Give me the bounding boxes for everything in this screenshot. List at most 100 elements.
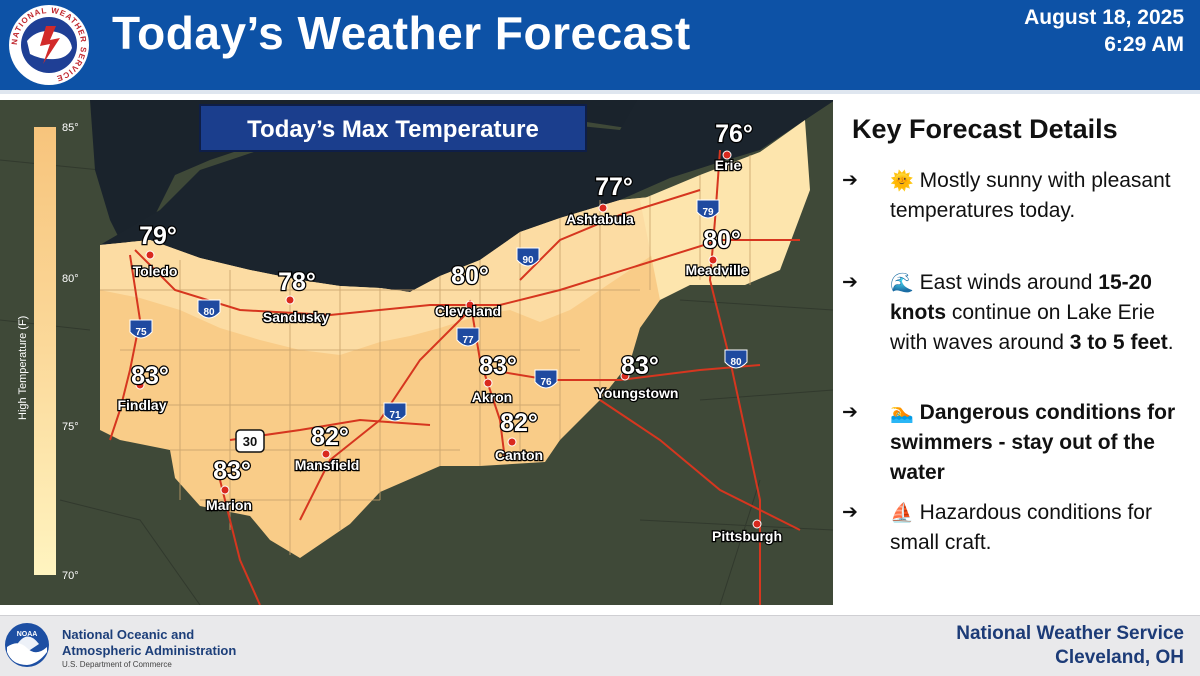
city-marker-cleveland	[465, 300, 475, 310]
city-marker-marion	[220, 485, 230, 495]
city-temp-ashtabula: 77°	[595, 173, 633, 201]
county-lines	[100, 155, 751, 555]
city-name-toledo: Toledo	[133, 263, 178, 279]
legend-label: High Temperature (F)	[17, 316, 29, 420]
temperature-map: 85° 80° 75° 70° High Temperature (F) Tod…	[0, 100, 833, 605]
city-labels: 76° Erie 77° Ashtabula 80° Meadville 79° Toledo…	[116, 119, 783, 546]
forecast-detail-fragment: East winds around	[919, 271, 1099, 294]
city-temp-findlay: 83°	[131, 362, 169, 390]
header-divider	[0, 90, 1200, 94]
city-name-youngstown: Youngstown	[596, 385, 679, 401]
legend-tick-85: 85°	[62, 122, 79, 134]
temperature-legend-bar	[34, 127, 56, 575]
city-temp-toledo: 79°	[139, 222, 177, 250]
svg-text:80: 80	[730, 357, 742, 368]
forecast-detail-fragment: Mostly sunny with pleasant temperatures …	[890, 169, 1171, 222]
interstate-shield-76: 76	[534, 369, 558, 389]
map-title: Today’s Max Temperature	[247, 116, 539, 143]
svg-text:79: 79	[702, 207, 714, 218]
city-temp-cleveland: 80°	[451, 262, 489, 290]
office-name: National Weather Service Cleveland, OH	[956, 622, 1184, 670]
details-title: Key Forecast Details	[852, 114, 1118, 144]
arrow-icon: ➔	[842, 170, 858, 191]
city-temp-sandusky: 78°	[278, 268, 316, 296]
issued-datetime: August 18, 2025 6:29 AM	[1024, 4, 1184, 58]
interstate-shield-79: 79	[696, 199, 720, 219]
city-temp-mansfield: 82°	[311, 423, 349, 451]
arrow-icon: ➔	[842, 502, 858, 523]
city-marker-erie	[722, 150, 732, 160]
interstate-shield-80-west: 80	[197, 299, 221, 319]
us-route-shield-30: 30	[235, 429, 265, 453]
footer-bar	[0, 615, 1200, 676]
map-title-box	[199, 104, 587, 152]
city-marker-youngstown	[620, 371, 630, 381]
city-temp-meadville: 80°	[703, 226, 741, 254]
city-name-findlay: Findlay	[117, 397, 166, 413]
noaa-department: U.S. Department of Commerce	[62, 660, 172, 669]
legend-tick-70: 70°	[62, 570, 79, 582]
forecast-detail-text: 🏊 Dangerous conditions for swimmers - sta…	[890, 398, 1190, 488]
city-temp-akron: 83°	[479, 352, 517, 380]
forecast-area-pennsylvania	[640, 120, 810, 300]
city-name-ashtabula: Ashtabula	[566, 211, 634, 227]
office-name-line1: National Weather Service	[956, 623, 1184, 644]
forecast-detail-text: 🌊 East winds around 15-20 knots continue …	[890, 268, 1190, 358]
svg-text:75: 75	[135, 327, 147, 338]
city-marker-sandusky	[285, 295, 295, 305]
city-temp-marion: 83°	[213, 457, 251, 485]
svg-text:30: 30	[243, 434, 257, 449]
office-location: Cleveland, OH	[1055, 647, 1184, 668]
city-temp-canton: 82°	[500, 409, 538, 437]
legend-tick-75: 75°	[62, 421, 79, 433]
city-name-erie: Erie	[715, 157, 742, 173]
city-name-canton: Canton	[495, 447, 543, 463]
svg-text:71: 71	[389, 410, 401, 421]
interstate-shield-77: 77	[456, 327, 480, 347]
city-name-sandusky: Sandusky	[263, 309, 329, 325]
city-marker-toledo	[145, 250, 155, 260]
svg-text:77: 77	[462, 335, 474, 346]
sailboat-icon: ⛵	[890, 502, 914, 524]
svg-text:76: 76	[540, 377, 552, 388]
interstate-shield-80-east: 80	[724, 349, 748, 369]
forecast-detail-emphasis: 15-20 knots	[890, 271, 1152, 324]
arrow-icon: ➔	[842, 272, 858, 293]
city-name-pittsburgh: Pittsburgh	[712, 528, 782, 544]
forecast-detail-fragment: continue on Lake Erie with waves around	[890, 301, 1155, 354]
swimmer-icon: 🏊	[890, 402, 914, 424]
forecast-detail-fragment: Hazardous conditions for small craft.	[890, 501, 1152, 554]
forecast-detail-text: ⛵ Hazardous conditions for small craft.	[890, 498, 1190, 558]
city-name-meadville: Meadville	[685, 262, 748, 278]
nws-logo-icon: NATIONAL WEATHER SERVICE	[9, 5, 89, 85]
city-name-mansfield: Mansfield	[295, 457, 360, 473]
forecast-detail-emphasis: 3 to 5 feet	[1069, 331, 1168, 354]
forecast-detail-fragment: .	[1167, 331, 1174, 354]
city-name-cleveland: Cleveland	[435, 303, 501, 319]
city-marker-mansfield	[321, 449, 331, 459]
wave-icon: 🌊	[890, 272, 914, 294]
city-name-akron: Akron	[472, 389, 512, 405]
key-forecast-details: Key Forecast Details ➔ 🌞 Mostly sunny with…	[842, 104, 1194, 604]
noaa-name-line2: Atmospheric Administration	[62, 643, 237, 658]
forecast-detail-emphasis: Dangerous conditions for swimmers - stay…	[890, 401, 1176, 484]
interstate-shield-71: 71	[383, 402, 407, 422]
city-name-marion: Marion	[206, 497, 252, 513]
city-marker-findlay	[135, 380, 145, 390]
city-marker-canton	[507, 437, 517, 447]
interstate-shield-75: 75	[129, 319, 153, 339]
svg-text:90: 90	[522, 255, 534, 266]
city-marker-akron	[483, 378, 493, 388]
page-title: Today’s Weather Forecast	[112, 7, 691, 59]
svg-text:80: 80	[203, 307, 215, 318]
header-bar	[0, 0, 1200, 90]
legend-tick-80: 80°	[62, 273, 79, 285]
noaa-logo-icon: NOAA	[5, 623, 49, 667]
issued-time: 6:29 AM	[1104, 33, 1184, 56]
city-marker-pittsburgh	[752, 519, 762, 529]
noaa-name-line1: National Oceanic and	[62, 627, 195, 642]
noaa-logo-lettering: NOAA	[17, 631, 38, 638]
city-temp-youngstown: 83°	[621, 352, 659, 380]
arrow-icon: ➔	[842, 402, 858, 423]
city-marker-meadville	[708, 255, 718, 265]
